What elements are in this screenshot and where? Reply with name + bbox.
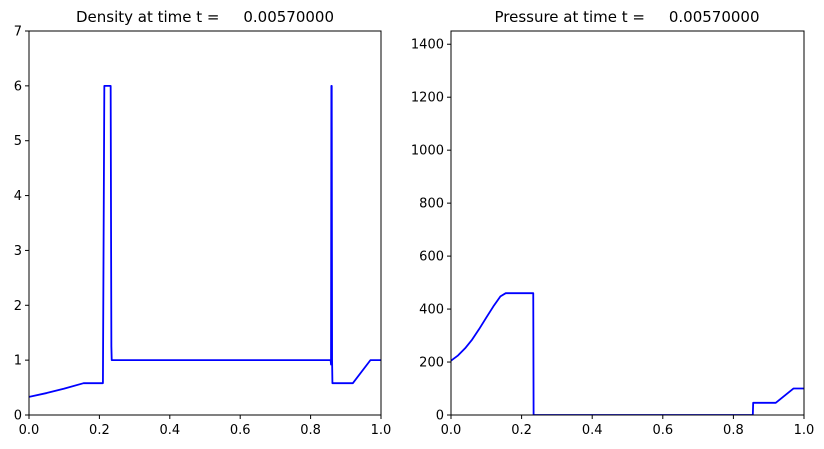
pressure-chart-title: Pressure at time t = 0.00570000 [494, 8, 759, 26]
pressure-plot-area: 0.0 0.2 0.4 0.6 0.8 1.0 0 200 400 600 800 1000 1200 1… [411, 30, 815, 438]
pressure-y-tick-label: 1400 [411, 38, 444, 53]
density-y-tick-label: 0 [14, 409, 22, 424]
density-y-tick-label: 3 [14, 244, 22, 259]
density-axes-frame [28, 30, 382, 416]
pressure-y-tick-label: 200 [419, 356, 444, 371]
pressure-y-tick-label: 1000 [411, 144, 444, 159]
density-x-tick-label: 0.6 [230, 423, 251, 438]
pressure-x-tick-label: 0.8 [723, 423, 744, 438]
pressure-y-tick-label: 400 [419, 303, 444, 318]
density-plot-area: 0.0 0.2 0.4 0.6 0.8 1.0 0 1 2 3 4 5 6 7 [14, 25, 392, 439]
pressure-y-tick-label: 800 [419, 197, 444, 212]
pressure-x-tick-label: 0.2 [511, 423, 532, 438]
density-series-line-0 [29, 84, 381, 398]
density-x-tick-label: 0.8 [300, 423, 321, 438]
pressure-y-tick-label: 600 [419, 250, 444, 265]
density-y-tick-label: 4 [14, 189, 22, 204]
density-x-tick-label: 0.2 [89, 423, 110, 438]
pressure-axes-frame [450, 30, 805, 416]
density-x-tick-label: 1.0 [371, 423, 392, 438]
density-chart: Density at time t = 0.00570000 0.0 0.2 0.4… [14, 8, 392, 438]
density-y-tick-label: 7 [14, 25, 22, 40]
density-chart-title: Density at time t = 0.00570000 [76, 8, 334, 26]
pressure-x-tick-label: 0.0 [441, 423, 462, 438]
density-x-tick-label: 0.0 [19, 423, 40, 438]
pressure-y-tick-label: 1200 [411, 91, 444, 106]
pressure-x-tick-label: 0.4 [582, 423, 603, 438]
density-y-tick-label: 6 [14, 79, 22, 94]
pressure-chart: Pressure at time t = 0.00570000 0.0 0.2 0.… [411, 8, 814, 438]
pressure-x-tick-label: 1.0 [794, 423, 815, 438]
pressure-series-line-0 [451, 292, 804, 415]
density-y-tick-label: 1 [14, 354, 22, 369]
density-y-tick-label: 2 [14, 299, 22, 314]
pressure-y-tick-label: 0 [436, 409, 444, 424]
density-x-tick-label: 0.4 [159, 423, 180, 438]
pressure-x-tick-label: 0.6 [652, 423, 673, 438]
density-y-tick-label: 5 [14, 134, 22, 149]
